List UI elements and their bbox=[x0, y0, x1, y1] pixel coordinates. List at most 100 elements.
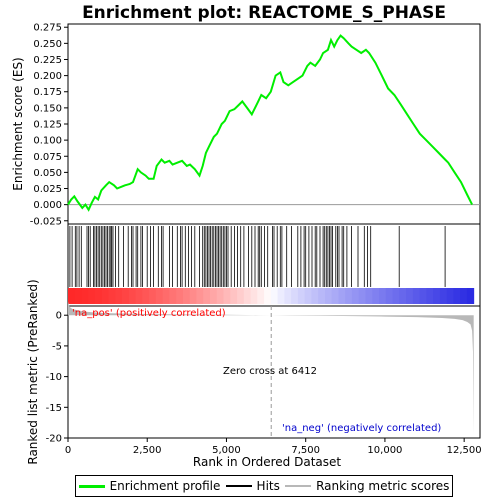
color-bar-segment bbox=[439, 288, 448, 304]
color-bar-segment bbox=[149, 288, 157, 304]
color-bar-segment bbox=[446, 288, 454, 304]
es-y-tick-label: 0.050 bbox=[33, 168, 62, 179]
hits-panel bbox=[67, 223, 481, 307]
es-y-tick-label: 0.025 bbox=[33, 184, 62, 195]
rank-x-tick-label: 5,000 bbox=[212, 445, 241, 456]
legend: Enrichment profile Hits Ranking metric s… bbox=[75, 475, 453, 497]
color-bar-segment bbox=[68, 288, 76, 304]
color-bar-segment bbox=[237, 288, 245, 304]
color-bar-segment bbox=[257, 288, 265, 304]
legend-label: Hits bbox=[256, 479, 280, 493]
es-y-tick-label: -0.025 bbox=[30, 216, 62, 227]
hit-markers bbox=[69, 226, 446, 287]
ranked-metric-panel: 0 -5 -10 -15 -20 0 2,500 5,000 7,500 10,000 12,50… bbox=[26, 279, 482, 469]
color-bar-segment bbox=[203, 288, 211, 304]
color-bar-segment bbox=[270, 288, 279, 304]
enrichment-score-panel: -0.025 0.000 0.025 0.050 0.075 0.100 0.125 0.15… bbox=[11, 23, 481, 227]
es-y-tick-label: 0.150 bbox=[33, 103, 62, 114]
rank-y-tick-label: 0 bbox=[56, 311, 62, 322]
ranking-metric-area bbox=[68, 301, 474, 435]
color-bar-segment bbox=[250, 288, 258, 304]
color-bar-segment bbox=[324, 288, 333, 304]
es-y-tick-label: 0.000 bbox=[33, 200, 62, 211]
color-bar-segment bbox=[331, 288, 339, 304]
color-bar-segment bbox=[406, 288, 414, 304]
es-y-tick-label: 0.250 bbox=[33, 39, 62, 50]
rank-y-tick-label: -20 bbox=[46, 434, 62, 445]
color-bar-segment bbox=[88, 288, 96, 304]
color-bar-segment bbox=[209, 288, 218, 304]
color-bar-segment bbox=[264, 288, 272, 304]
color-bar-segment bbox=[189, 288, 197, 304]
hits-swatch-icon bbox=[225, 485, 252, 487]
color-bar-segment bbox=[291, 288, 299, 304]
enrichment-profile-swatch-icon bbox=[78, 484, 105, 488]
rank-x-tick-label: 10,000 bbox=[367, 445, 402, 456]
color-bar-segment bbox=[426, 288, 434, 304]
ranking-metric-swatch-icon bbox=[285, 485, 312, 487]
rank-color-bar bbox=[68, 288, 475, 304]
rank-panel-frame bbox=[67, 305, 481, 439]
color-bar-segment bbox=[399, 288, 407, 304]
rank-x-tick-label: 0 bbox=[65, 445, 71, 456]
color-bar-segment bbox=[392, 288, 400, 304]
color-bar-segment bbox=[101, 288, 110, 304]
legend-item-hits: Hits bbox=[225, 479, 280, 493]
rank-y-tick-label: -10 bbox=[46, 372, 62, 383]
rank-y-tick-label: -5 bbox=[52, 341, 62, 352]
color-bar-segment bbox=[122, 288, 130, 304]
color-bar-segment bbox=[223, 288, 231, 304]
color-bar-segment bbox=[412, 288, 421, 304]
color-bar-segment bbox=[277, 288, 285, 304]
color-bar-segment bbox=[128, 288, 137, 304]
positive-correlation-label: 'na_pos' (positively correlated) bbox=[72, 308, 226, 319]
color-bar-segment bbox=[142, 288, 150, 304]
es-y-axis-label: Enrichment score (ES) bbox=[11, 57, 25, 190]
color-bar-segment bbox=[466, 288, 475, 304]
enrichment-profile-line bbox=[67, 34, 473, 212]
es-y-axis: -0.025 0.000 0.025 0.050 0.075 0.100 0.125 0.15… bbox=[30, 23, 68, 227]
es-y-tick-label: 0.275 bbox=[33, 23, 62, 34]
es-y-tick-label: 0.125 bbox=[33, 120, 62, 131]
es-y-tick-label: 0.175 bbox=[33, 87, 62, 98]
color-bar-segment bbox=[338, 288, 346, 304]
rank-x-axis-label: Rank in Ordered Dataset bbox=[193, 455, 341, 469]
color-bar-segment bbox=[297, 288, 306, 304]
color-bar-segment bbox=[81, 288, 89, 304]
color-bar-segment bbox=[162, 288, 170, 304]
color-bar-segment bbox=[182, 288, 191, 304]
color-bar-segment bbox=[345, 288, 353, 304]
negative-correlation-label: 'na_neg' (negatively correlated) bbox=[282, 423, 441, 434]
color-bar-segment bbox=[176, 288, 184, 304]
rank-x-tick-label: 12,500 bbox=[447, 445, 482, 456]
color-bar-segment bbox=[433, 288, 441, 304]
legend-label: Ranking metric scores bbox=[316, 479, 450, 493]
es-y-tick-label: 0.225 bbox=[33, 55, 62, 66]
legend-item-ranking-metric: Ranking metric scores bbox=[285, 479, 449, 493]
legend-label: Enrichment profile bbox=[109, 479, 221, 493]
color-bar-segment bbox=[216, 288, 225, 304]
rank-y-tick-label: -15 bbox=[46, 403, 62, 414]
zero-cross-label: Zero cross at 6412 bbox=[223, 366, 317, 377]
color-bar-segment bbox=[95, 288, 103, 304]
color-bar-segment bbox=[318, 288, 326, 304]
color-bar-segment bbox=[169, 288, 177, 304]
color-bar-segment bbox=[453, 288, 461, 304]
color-bar-segment bbox=[304, 288, 312, 304]
plot-title: Enrichment plot: REACTOME_S_PHASE bbox=[82, 3, 446, 23]
color-bar-segment bbox=[230, 288, 238, 304]
es-y-tick-label: 0.075 bbox=[33, 152, 62, 163]
color-bar-segment bbox=[385, 288, 394, 304]
color-bar-segment bbox=[419, 288, 427, 304]
color-bar-segment bbox=[358, 288, 366, 304]
color-bar-segment bbox=[243, 288, 252, 304]
color-bar-segment bbox=[196, 288, 204, 304]
color-bar-segment bbox=[372, 288, 380, 304]
color-bar-segment bbox=[311, 288, 319, 304]
color-bar-segment bbox=[135, 288, 143, 304]
rank-x-tick-label: 2,500 bbox=[133, 445, 162, 456]
legend-item-enrichment-profile: Enrichment profile bbox=[78, 479, 221, 493]
es-y-tick-label: 0.200 bbox=[33, 71, 62, 82]
color-bar-segment bbox=[351, 288, 360, 304]
